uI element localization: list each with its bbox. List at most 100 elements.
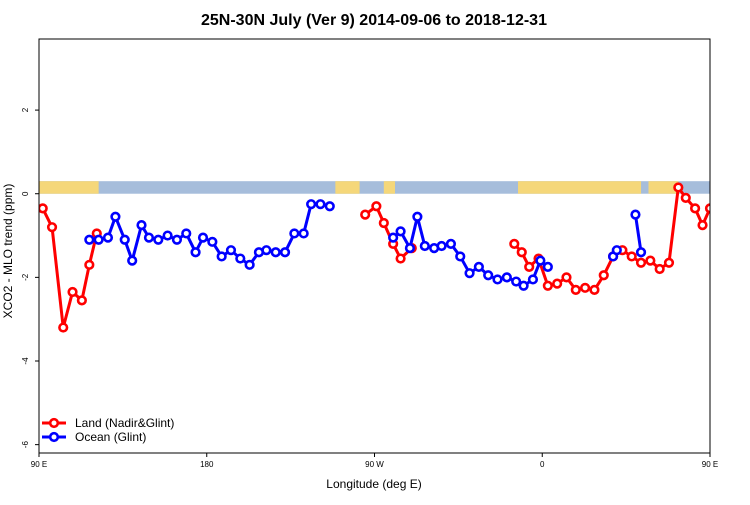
data-point (492, 274, 503, 285)
data-point (84, 234, 95, 245)
data-point (680, 192, 691, 204)
data-point (324, 201, 335, 212)
data-point (270, 247, 281, 258)
data-point (518, 280, 529, 291)
data-point (76, 295, 87, 306)
data-point (412, 211, 423, 222)
data-point (46, 222, 58, 233)
legend-label: Ocean (Glint) (75, 430, 146, 444)
plot-frame (38, 38, 711, 454)
y-tick-label: 2 (21, 107, 30, 112)
data-point (395, 253, 406, 264)
surface-land-band (648, 181, 679, 194)
data-point (181, 228, 192, 239)
data-point (580, 282, 591, 293)
data-point (197, 232, 209, 243)
data-point (216, 251, 227, 262)
data-point (190, 247, 201, 258)
data-point (473, 261, 484, 273)
y-axis-label: XCO2 - MLO trend (ppm) (1, 184, 15, 319)
data-point (673, 182, 684, 193)
data-point (404, 242, 416, 254)
series-land (39, 182, 750, 333)
x-axis-label: Longitude (deg E) (326, 477, 421, 491)
x-tick-label: 0 (540, 460, 545, 469)
data-point (527, 274, 539, 285)
data-point (561, 272, 572, 283)
legend-swatch-marker (48, 417, 60, 429)
data-point (727, 324, 735, 332)
legend-swatch-marker (48, 431, 60, 443)
data-point (654, 263, 665, 275)
data-point (306, 199, 317, 210)
data-point (84, 259, 95, 270)
y-tick-label: -6 (21, 441, 30, 449)
data-point (570, 284, 581, 296)
x-tick-label: 90 E (702, 460, 718, 469)
data-point (645, 255, 656, 266)
data-point (143, 232, 155, 243)
data-point (501, 272, 512, 283)
series-ocean (84, 199, 647, 291)
data-point (419, 240, 430, 252)
legend-item: Land (Nadir&Glint) (42, 416, 174, 430)
x-tick-label: 90 E (31, 460, 47, 469)
surface-strip (39, 181, 710, 194)
data-point (516, 247, 527, 258)
data-point (39, 203, 48, 214)
data-point (162, 230, 173, 241)
data-point (509, 238, 520, 250)
data-point (119, 234, 130, 245)
data-point (67, 286, 78, 298)
data-point (360, 209, 371, 220)
legend: Land (Nadir&Glint)Ocean (Glint) (42, 416, 174, 444)
data-point (235, 253, 246, 264)
data-point (315, 199, 326, 210)
data-point (598, 270, 609, 281)
data-point (464, 268, 475, 279)
data-point (261, 245, 272, 256)
y-tick-label: -2 (21, 273, 30, 281)
data-point (58, 322, 69, 333)
data-point (371, 201, 382, 212)
data-point (697, 219, 708, 231)
data-point (388, 232, 399, 243)
data-point (127, 255, 138, 266)
surface-land-band (39, 181, 99, 194)
data-point (552, 278, 563, 289)
series-line (89, 202, 331, 267)
data-point (524, 261, 535, 273)
data-point (542, 280, 553, 291)
data-point (279, 247, 291, 258)
data-point (102, 232, 114, 243)
data-point (225, 245, 237, 256)
data-point (207, 236, 218, 247)
y-tick-label: -4 (21, 357, 30, 365)
surface-land-band (335, 181, 360, 194)
data-point (289, 228, 300, 239)
chart-title: 25N-30N July (Ver 9) 2014-09-06 to 2018-… (201, 12, 547, 29)
axes: 90 E 180 90 W 0 90 E 2 0 -2 -4 -6 (21, 38, 718, 469)
data-point (704, 203, 710, 214)
data-point (136, 219, 147, 231)
data-point (745, 297, 750, 305)
data-point (635, 257, 647, 268)
data-point (589, 284, 600, 296)
data-point (298, 228, 309, 239)
series-line (633, 214, 643, 253)
data-point (689, 203, 701, 214)
surface-land-band (383, 181, 396, 194)
data-point (635, 247, 647, 258)
data-point (445, 238, 457, 250)
legend-label: Land (Nadir&Glint) (75, 416, 174, 430)
data-point (455, 251, 466, 262)
data-point (663, 257, 675, 268)
data-point (395, 226, 406, 237)
data-point (436, 240, 447, 252)
data-point (171, 234, 183, 245)
data-point (483, 270, 494, 281)
surface-land-band (518, 181, 642, 194)
x-tick-label: 90 W (365, 460, 384, 469)
